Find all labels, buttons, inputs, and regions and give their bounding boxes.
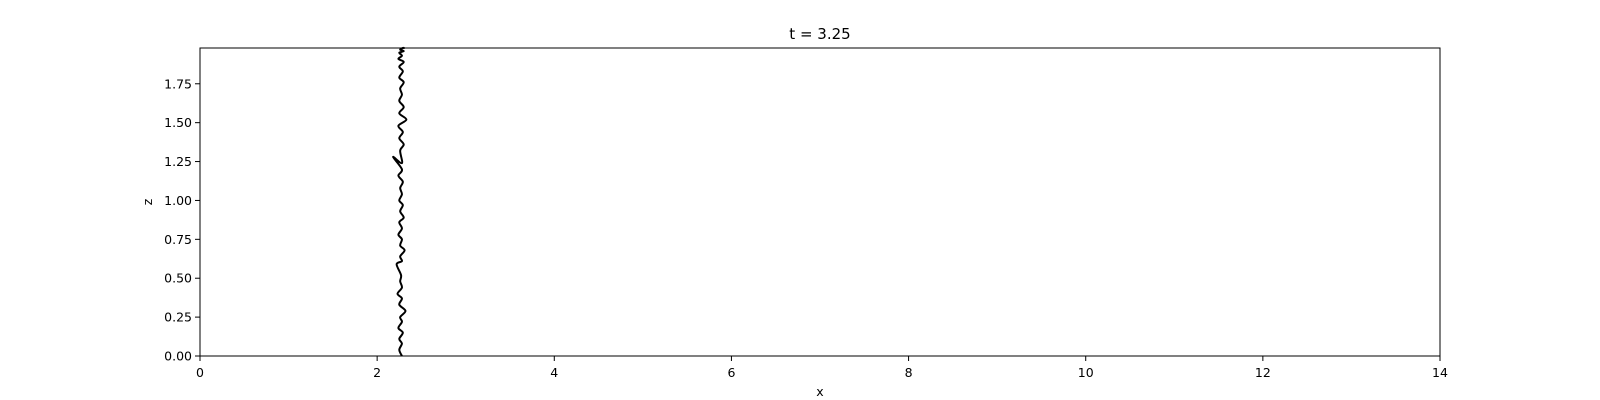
y-tick-label: 0.50 [164, 271, 192, 286]
y-tick-label: 0.75 [164, 232, 192, 247]
y-tick-label: 1.50 [164, 115, 192, 130]
y-tick-label: 1.25 [164, 154, 192, 169]
x-tick-label: 4 [550, 365, 558, 380]
y-tick-label: 0.25 [164, 310, 192, 325]
x-tick-label: 8 [905, 365, 913, 380]
x-tick-label: 10 [1078, 365, 1094, 380]
plot-frame [199, 47, 1441, 357]
plot-area [200, 48, 1440, 356]
x-tick-label: 14 [1432, 365, 1448, 380]
x-axis-ticks: 0 2 4 6 8 10 12 14 [196, 356, 1448, 380]
series-layer [392, 46, 408, 357]
y-axis-label: z [140, 198, 155, 205]
x-tick-label: 12 [1255, 365, 1271, 380]
series-line-interface [392, 46, 408, 357]
x-tick-label: 6 [727, 365, 735, 380]
y-tick-label: 1.75 [164, 76, 192, 91]
x-tick-label: 2 [373, 365, 381, 380]
x-tick-label: 0 [196, 365, 204, 380]
chart-title: t = 3.25 [789, 25, 850, 43]
x-axis-label: x [816, 384, 823, 399]
y-tick-label: 1.00 [164, 193, 192, 208]
y-axis-ticks: 0.00 0.25 0.50 0.75 1.00 1.25 1.50 1.75 [164, 76, 200, 364]
y-tick-label: 0.00 [164, 349, 192, 364]
